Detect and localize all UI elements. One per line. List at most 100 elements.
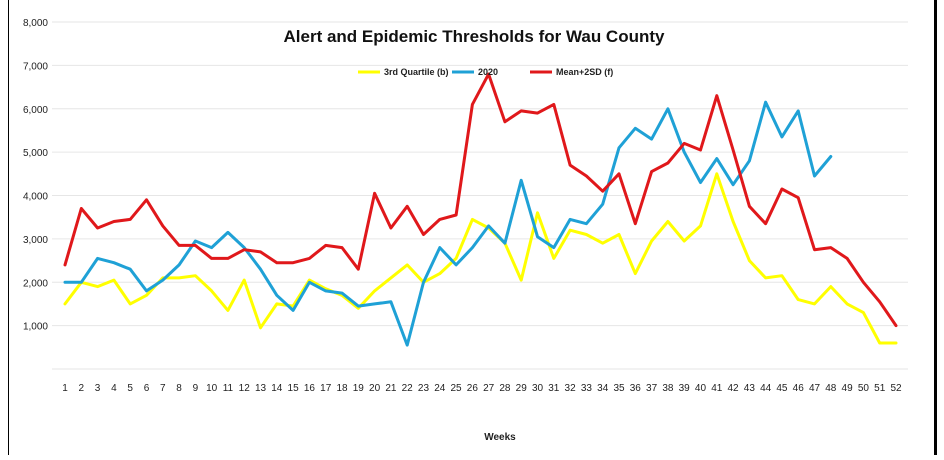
- data-point: [617, 146, 621, 149]
- data-point: [226, 231, 230, 234]
- data-point: [699, 181, 702, 184]
- data-point: [862, 311, 865, 314]
- data-point: [780, 135, 784, 139]
- data-point: [617, 233, 621, 236]
- data-point: [96, 257, 99, 260]
- data-point: [275, 302, 279, 306]
- data-point: [145, 294, 148, 297]
- x-tick-label: 9: [193, 383, 199, 394]
- x-tick-label: 23: [418, 383, 430, 394]
- x-tick-label: 36: [630, 383, 642, 394]
- data-point: [389, 226, 393, 230]
- data-point: [585, 233, 588, 236]
- series-line-2: [63, 100, 833, 347]
- data-point: [194, 244, 197, 247]
- data-point: [585, 222, 588, 225]
- series-lines: [63, 72, 898, 347]
- data-point: [536, 111, 539, 115]
- data-point: [731, 183, 735, 186]
- x-tick-label: 8: [176, 383, 182, 394]
- x-tick-label: 46: [793, 383, 805, 394]
- x-tick-label: 50: [858, 383, 870, 394]
- data-point: [63, 302, 67, 306]
- data-point: [650, 137, 653, 141]
- x-tick-label: 26: [467, 383, 479, 394]
- data-point: [748, 259, 751, 262]
- data-point: [503, 120, 507, 123]
- x-tick-label: 7: [160, 383, 166, 394]
- data-point: [845, 302, 849, 306]
- y-tick-label: 3,000: [23, 235, 48, 246]
- x-tick-label: 52: [890, 383, 902, 394]
- data-point: [552, 103, 556, 106]
- data-point: [243, 248, 246, 251]
- data-point: [112, 220, 116, 223]
- x-axis-ticks: 1 2 3 4 5 6 7 8 9 10 11 12 13 14 15 16 17 18 19 20 21 22 23 24 2…: [62, 383, 902, 394]
- series-points-3: [63, 72, 898, 327]
- data-point: [243, 246, 246, 249]
- data-point: [829, 246, 833, 249]
- data-point: [389, 300, 393, 303]
- data-point: [748, 205, 751, 208]
- data-point: [112, 278, 116, 282]
- data-point: [894, 324, 898, 327]
- x-tick-label: 12: [239, 383, 251, 394]
- x-tick-label: 14: [271, 383, 283, 394]
- data-point: [682, 239, 686, 243]
- data-point: [520, 278, 523, 282]
- data-point: [63, 263, 67, 267]
- data-point: [373, 289, 376, 293]
- data-point: [145, 289, 148, 293]
- x-tick-label: 16: [304, 383, 316, 394]
- data-point: [780, 274, 784, 277]
- data-point: [601, 202, 604, 206]
- data-point: [161, 224, 164, 228]
- data-point: [438, 218, 441, 221]
- data-point: [422, 281, 425, 284]
- data-point: [634, 222, 637, 225]
- x-tick-label: 21: [385, 383, 397, 394]
- data-point: [666, 161, 670, 165]
- y-tick-label: 7,000: [23, 61, 48, 72]
- data-point: [503, 242, 507, 245]
- data-point: [536, 235, 539, 238]
- x-tick-label: 10: [206, 383, 218, 394]
- data-point: [96, 285, 99, 288]
- data-point: [764, 276, 767, 280]
- data-point: [699, 148, 702, 152]
- data-point: [682, 142, 686, 145]
- x-tick-label: 25: [450, 383, 462, 394]
- x-tick-label: 3: [95, 383, 101, 394]
- x-tick-label: 31: [548, 383, 560, 394]
- data-point: [797, 298, 800, 301]
- x-tick-label: 24: [434, 383, 446, 394]
- x-tick-label: 35: [613, 383, 625, 394]
- legend-label: 3rd Quartile (b): [384, 67, 449, 77]
- y-axis-ticks: 1,000 2,000 3,000 4,000 5,000 6,000 7,000 8,000: [23, 18, 48, 333]
- data-point: [666, 107, 670, 110]
- data-point: [748, 159, 751, 162]
- x-tick-label: 42: [727, 383, 739, 394]
- series-line-3: [63, 72, 898, 328]
- chart-title: Alert and Epidemic Thresholds for Wau Co…: [284, 27, 666, 46]
- x-tick-label: 18: [336, 383, 348, 394]
- data-point: [373, 302, 376, 306]
- y-tick-label: 1,000: [23, 322, 48, 333]
- data-point: [324, 244, 327, 247]
- data-point: [259, 326, 262, 329]
- x-tick-label: 11: [223, 383, 234, 394]
- data-point: [878, 300, 881, 303]
- data-point: [243, 278, 246, 282]
- data-point: [357, 304, 360, 308]
- data-point: [226, 257, 230, 260]
- data-point: [764, 101, 767, 104]
- data-point: [422, 233, 425, 236]
- data-point: [813, 302, 816, 306]
- data-point: [471, 103, 474, 106]
- data-point: [259, 268, 262, 271]
- x-tick-label: 39: [679, 383, 691, 394]
- data-point: [177, 276, 181, 280]
- x-tick-label: 30: [532, 383, 544, 394]
- data-point: [715, 94, 718, 97]
